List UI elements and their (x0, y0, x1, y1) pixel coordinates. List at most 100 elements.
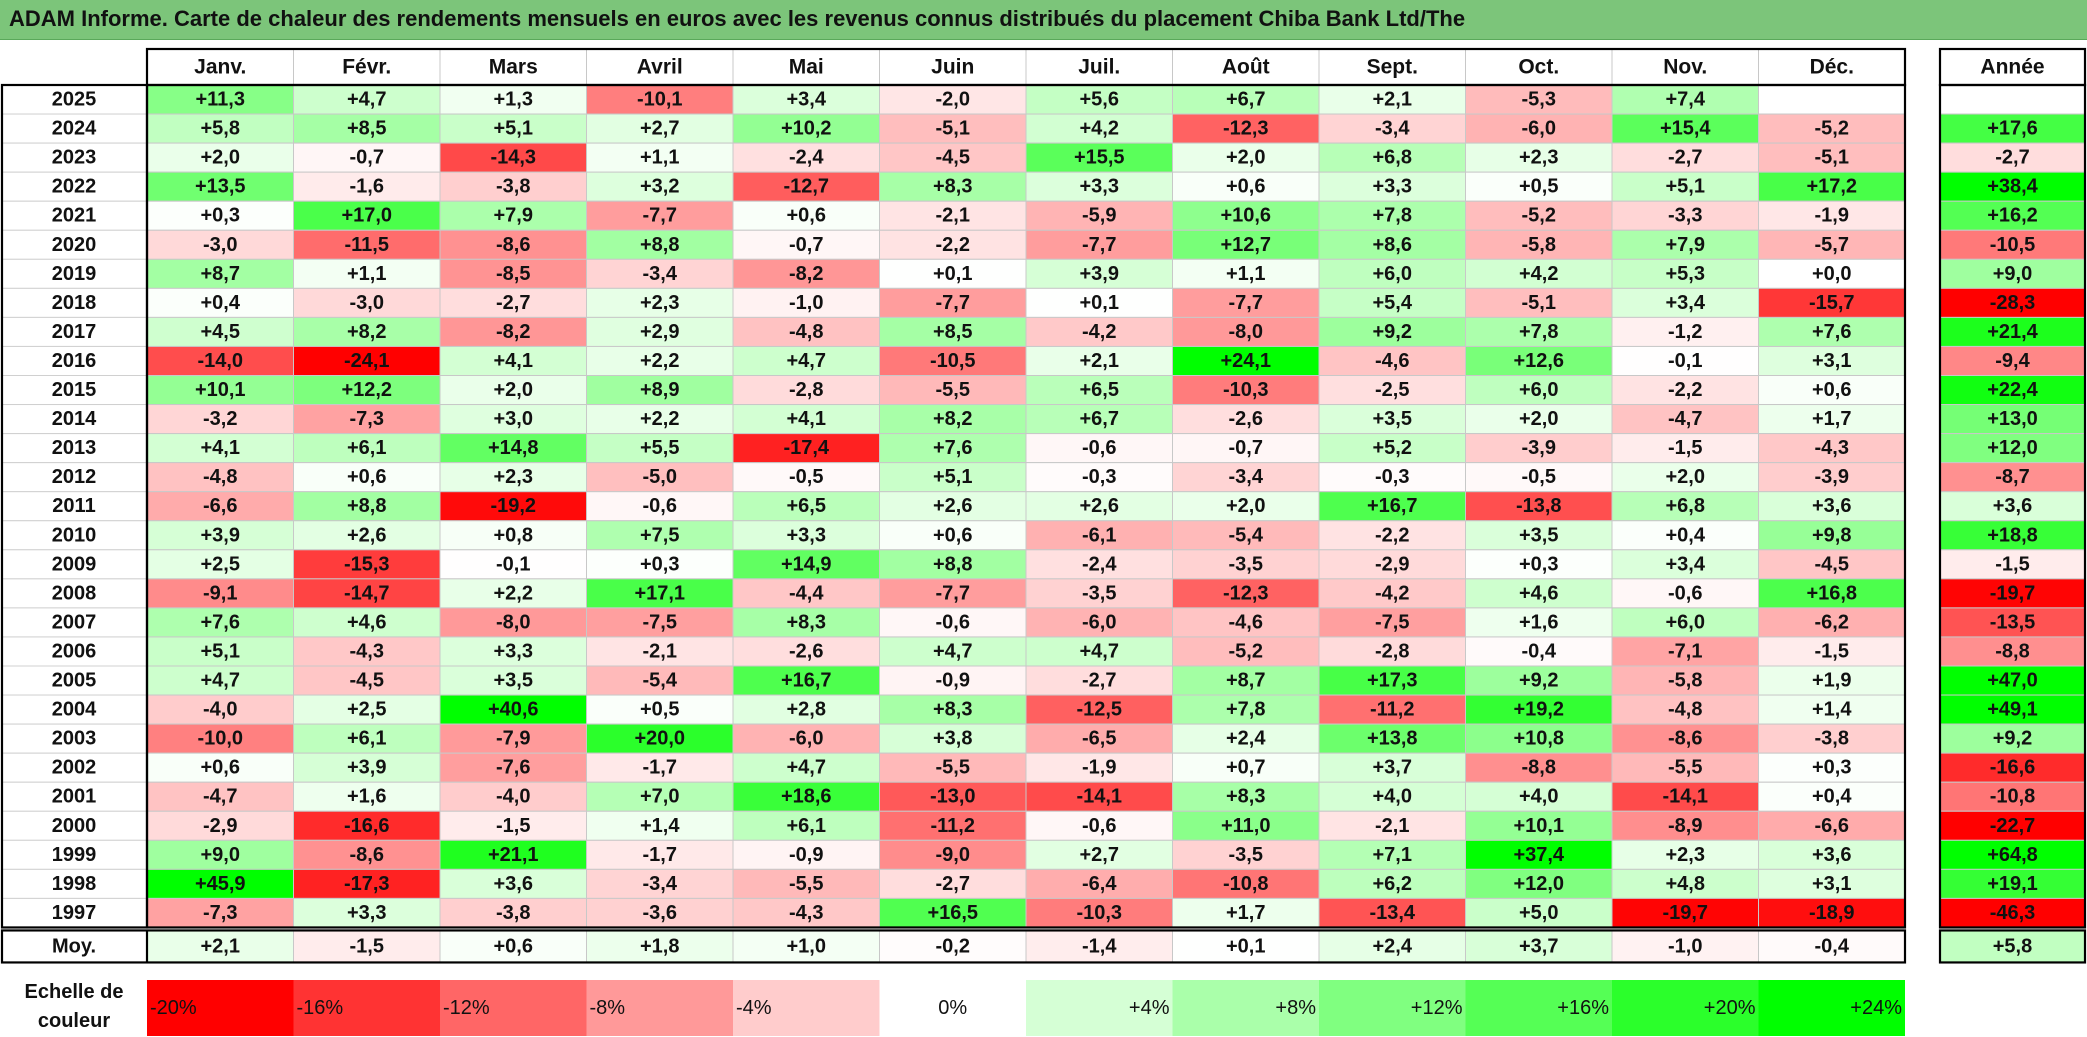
month-header-cell (293, 48, 441, 86)
heatmap-cell (1172, 345, 1320, 377)
year-label: 2016 (52, 350, 97, 372)
heatmap-cell (1758, 520, 1906, 551)
year-label-cell (1, 258, 148, 289)
heatmap-cell-value: -4,2 (1082, 321, 1116, 343)
heatmap-cell-value: -0,4 (1522, 640, 1557, 662)
heatmap-cell-value: +4,7 (787, 350, 826, 372)
annual-cell-value: -16,6 (1990, 757, 2036, 779)
annual-cell (1939, 462, 2086, 493)
year-label: 2002 (52, 757, 97, 779)
heatmap-cell (1611, 258, 1759, 289)
heatmap-cell (1465, 113, 1613, 144)
heatmap-cell-value: -5,1 (1815, 147, 1849, 169)
heatmap-cell (1025, 868, 1173, 899)
heatmap-cell-value: -15,3 (344, 553, 390, 575)
heatmap-cell (586, 258, 734, 289)
average-cell-value: +2,4 (1373, 935, 1413, 957)
heatmap-cell-value: +37,4 (1513, 844, 1564, 866)
year-label-cell (1, 316, 148, 347)
heatmap-cell (1318, 345, 1466, 377)
heatmap-cell-value: -2,5 (1375, 379, 1409, 401)
annual-cell-value: -28,3 (1990, 292, 2036, 314)
heatmap-cell-value: +7,1 (1373, 844, 1412, 866)
heatmap-cell-value: +9,8 (1812, 524, 1851, 546)
heatmap-cell-value: +4,6 (347, 611, 386, 633)
heatmap-cell (1318, 781, 1466, 812)
heatmap-cell (293, 462, 441, 493)
annual-cell (1939, 578, 2086, 609)
heatmap-cell-value: +5,1 (494, 118, 533, 140)
heatmap-cell-value: +4,5 (201, 321, 240, 343)
heatmap-cell-value: +3,8 (933, 728, 972, 750)
year-label: 2012 (52, 466, 97, 488)
heatmap-cell-value: +2,2 (494, 582, 533, 604)
heatmap-cell (732, 462, 880, 493)
year-label-cell (1, 723, 148, 754)
heatmap-cell-value: -6,4 (1082, 873, 1117, 895)
heatmap-cell-value: -3,8 (1815, 728, 1849, 750)
annual-cell-value: -46,3 (1990, 902, 2036, 924)
year-label-cell (1, 142, 148, 173)
heatmap-cell-value: -3,5 (1229, 844, 1263, 866)
heatmap-cell-value: +7,8 (1226, 699, 1265, 721)
heatmap-cell (1172, 781, 1320, 812)
heatmap-cell (1465, 578, 1613, 609)
heatmap-cell-value: +7,6 (933, 437, 972, 459)
heatmap-cell (879, 142, 1027, 173)
heatmap-cell-value: +3,6 (1812, 844, 1851, 866)
average-cell (293, 929, 441, 963)
heatmap-cell (1758, 287, 1906, 318)
heatmap-cell (439, 84, 587, 115)
heatmap-cell-value: -2,7 (1082, 670, 1116, 692)
heatmap-cell (586, 491, 734, 522)
month-header-cell (1758, 48, 1906, 86)
annual-cell (1939, 404, 2086, 435)
heatmap-cell (732, 113, 880, 144)
color-scale-swatch (147, 980, 294, 1036)
heatmap-cell-value: -0,6 (643, 495, 677, 517)
heatmap-cell-value: +10,2 (781, 118, 832, 140)
year-label: 2025 (52, 89, 97, 111)
heatmap-cell-value: -0,1 (1668, 350, 1702, 372)
heatmap-cell-value: +9,0 (201, 844, 240, 866)
heatmap-cell-value: +6,7 (1080, 408, 1119, 430)
month-header-label: Mai (789, 56, 824, 79)
heatmap-cell (1025, 752, 1173, 783)
heatmap-cell-value: +3,3 (1080, 176, 1119, 198)
heatmap-cell-value: -5,8 (1668, 670, 1702, 692)
heatmap-cell-value: -0,5 (789, 466, 823, 488)
heatmap-cell (586, 665, 734, 696)
heatmap-cell-value: +6,1 (347, 728, 386, 750)
heatmap-cell (1318, 142, 1466, 173)
color-scale-stop-label: +24% (1850, 997, 1902, 1019)
heatmap-cell (1611, 752, 1759, 783)
heatmap-cell-value: +6,7 (1226, 89, 1265, 111)
year-label: 2023 (52, 147, 97, 169)
heatmap-cell-value: +2,0 (1519, 408, 1558, 430)
annual-cell-value: -8,8 (1995, 640, 2029, 662)
year-label-cell (1, 462, 148, 493)
heatmap-cell-value: +1,9 (1812, 670, 1851, 692)
heatmap-cell-value: -17,3 (344, 873, 390, 895)
heatmap-cell-value: -14,0 (197, 350, 243, 372)
average-cell (1611, 929, 1759, 963)
heatmap-cell-value: -4,7 (1668, 408, 1702, 430)
heatmap-cell-value: -4,8 (1668, 699, 1702, 721)
heatmap-cell (439, 520, 587, 551)
heatmap-cell (1172, 258, 1320, 289)
heatmap-cell-value: +19,2 (1513, 699, 1564, 721)
heatmap-cell-value: +6,8 (1373, 147, 1412, 169)
heatmap-cell (293, 84, 441, 115)
heatmap-cell (1611, 868, 1759, 899)
average-cell-value: +1,0 (787, 935, 826, 957)
annual-cell (1939, 723, 2086, 754)
heatmap-cell-value: +3,5 (1373, 408, 1412, 430)
heatmap-cell (1611, 491, 1759, 522)
heatmap-cell-value: +0,3 (201, 205, 240, 227)
heatmap-cell-value: +8,8 (640, 234, 679, 256)
heatmap-cell-value: -5,1 (936, 118, 970, 140)
heatmap-cell-value: +3,4 (1666, 553, 1706, 575)
heatmap-cell (1025, 229, 1173, 260)
heatmap-cell (732, 142, 880, 173)
heatmap-cell-value: +8,3 (787, 611, 826, 633)
